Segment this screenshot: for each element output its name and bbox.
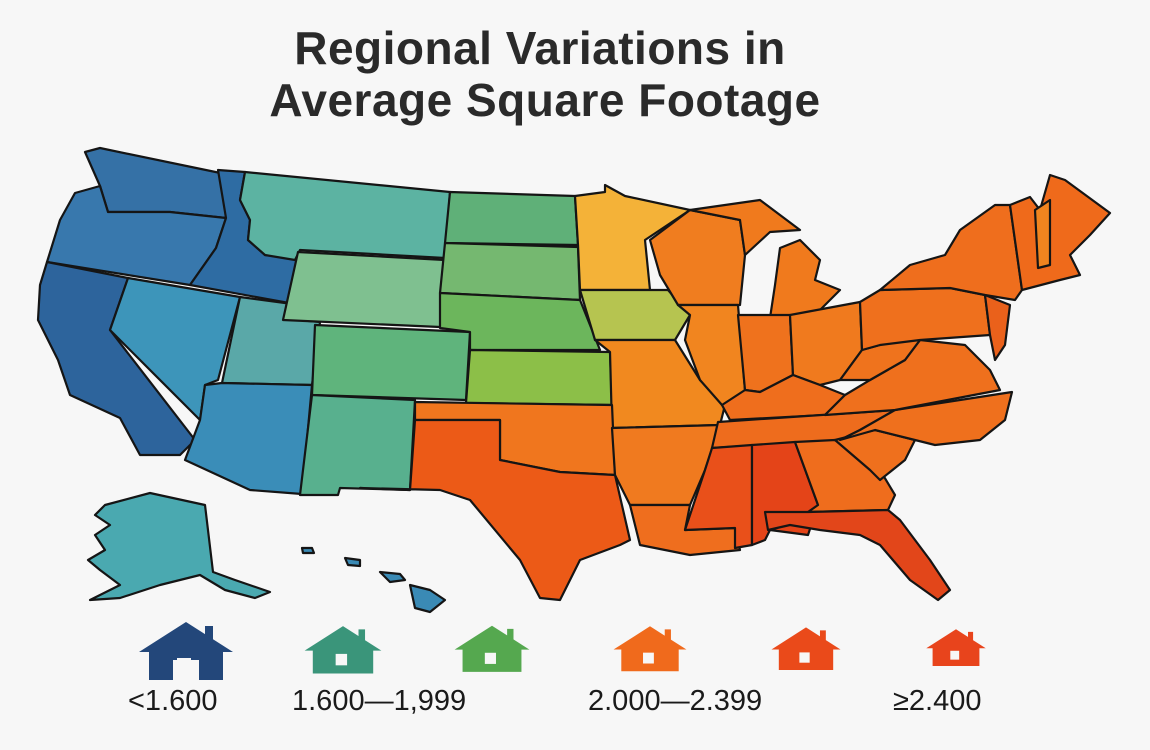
legend-label-2400-plus: ≥2.400 bbox=[893, 685, 982, 717]
state-new-england bbox=[1008, 173, 1112, 292]
state-mo bbox=[593, 338, 727, 430]
state-hi-oahu bbox=[343, 556, 362, 568]
legend-label-under-1600: <1.600 bbox=[128, 685, 218, 717]
house-icon-bin-1 bbox=[139, 622, 233, 680]
state-nj-md-de bbox=[983, 293, 1012, 362]
map-title: Regional Variations in Average Square Fo… bbox=[0, 22, 1150, 126]
state-ny bbox=[878, 203, 1024, 302]
state-fl bbox=[763, 508, 952, 602]
state-ks bbox=[464, 348, 614, 407]
title-line-2: Average Square Footage bbox=[269, 74, 821, 126]
state-nh bbox=[1033, 198, 1052, 270]
state-mn bbox=[573, 183, 692, 292]
house-icon-bin-5 bbox=[771, 627, 841, 671]
state-hi-maui bbox=[378, 570, 407, 584]
state-tx bbox=[358, 418, 632, 602]
house-icon-bin-3 bbox=[454, 625, 530, 672]
state-az bbox=[183, 381, 314, 496]
state-hi-kauai bbox=[300, 546, 316, 555]
state-sd bbox=[438, 241, 582, 302]
house-icon-bin-2 bbox=[304, 626, 382, 674]
state-wy bbox=[281, 250, 447, 329]
legend-label-2000-2399: 2.000—2.399 bbox=[588, 685, 763, 717]
state-nc bbox=[838, 390, 1014, 447]
house-icon-bin-6 bbox=[926, 629, 986, 666]
legend-label-1600-1999: 1.600—1,999 bbox=[292, 685, 467, 717]
state-ak bbox=[86, 491, 272, 602]
state-mi bbox=[688, 198, 842, 322]
state-pa bbox=[858, 286, 992, 352]
title-line-1: Regional Variations in bbox=[294, 22, 786, 74]
state-mt bbox=[238, 170, 452, 262]
state-ia bbox=[578, 288, 692, 342]
state-hi-big-island bbox=[408, 583, 447, 614]
house-icon-bin-4 bbox=[613, 626, 687, 672]
state-co bbox=[310, 323, 472, 402]
state-nd bbox=[443, 190, 580, 247]
state-nm bbox=[298, 393, 417, 497]
